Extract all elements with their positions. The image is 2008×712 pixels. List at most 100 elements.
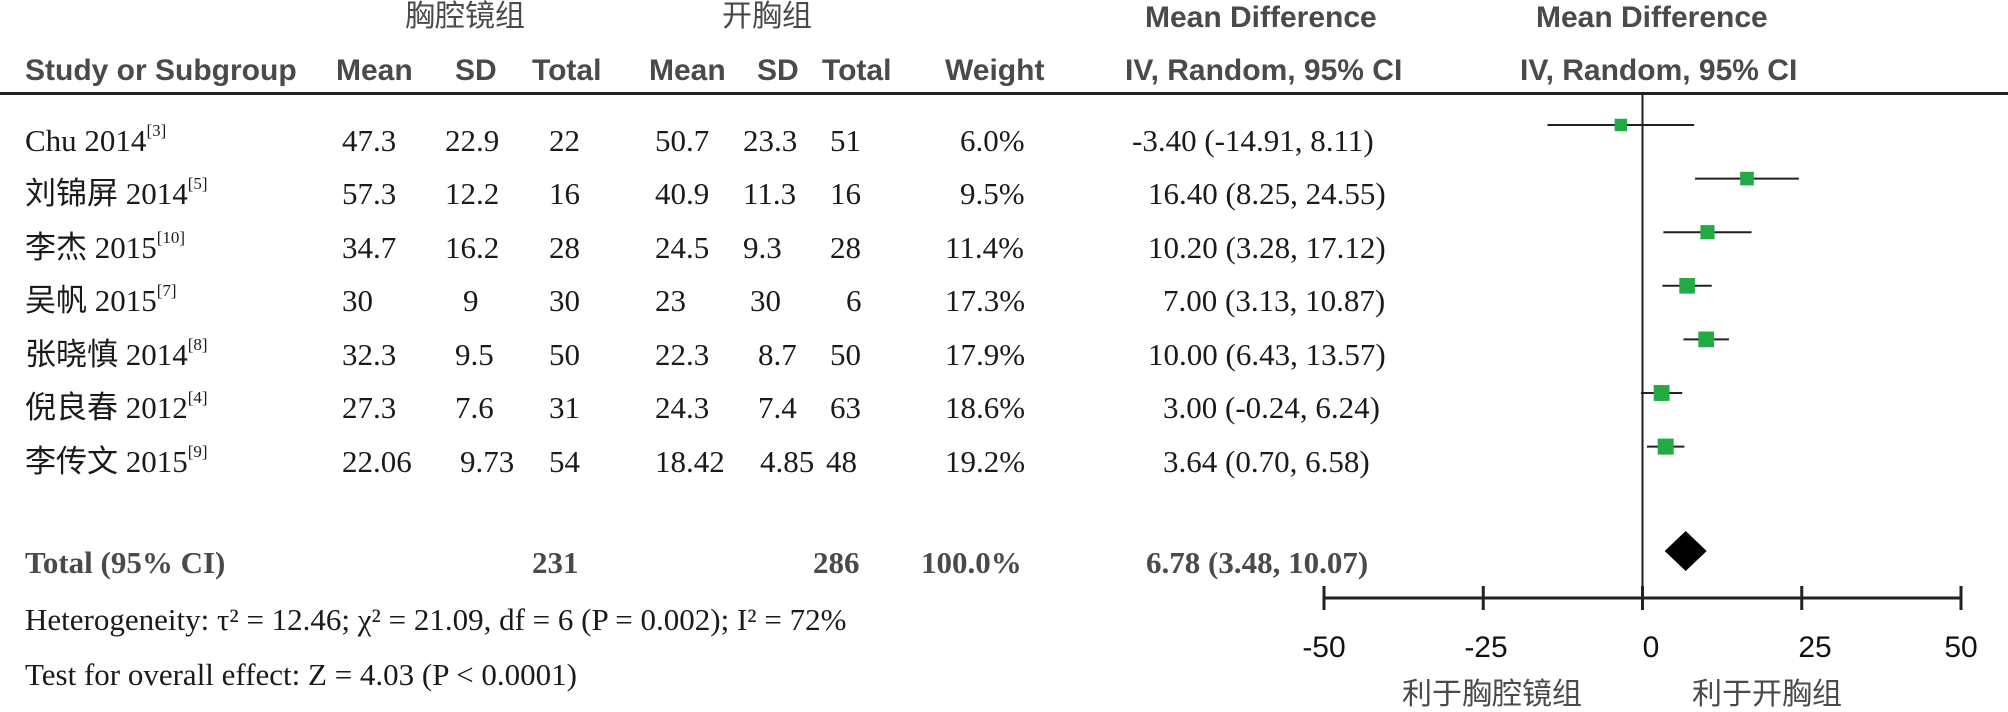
effect-marker xyxy=(1679,278,1695,294)
pooled-diamond xyxy=(1664,531,1707,571)
total2-value: 51 xyxy=(830,123,861,158)
ci-column-header-1: IV, Random, 95% CI xyxy=(1125,54,1403,87)
header-rule xyxy=(0,92,2008,95)
sd1-column-header: SD xyxy=(455,54,497,87)
study-name: 刘锦屏 2014[5] xyxy=(25,174,208,211)
sd2-column-header: SD xyxy=(757,54,799,87)
total1-value: 54 xyxy=(549,444,580,479)
effect-marker xyxy=(1698,331,1715,348)
mean1-value: 22.06 xyxy=(342,444,412,479)
total2-value: 48 xyxy=(826,444,857,479)
md-header-top-2: Mean Difference xyxy=(1536,1,1768,34)
mean1-value: 32.3 xyxy=(342,337,397,372)
x-tick-label: 50 xyxy=(1944,631,1978,664)
mean1-value: 57.3 xyxy=(342,176,397,211)
effect-marker xyxy=(1740,171,1754,186)
ci-value: 16.40 (8.25, 24.55) xyxy=(1148,176,1386,211)
study-name: 吴帆 2015[7] xyxy=(25,281,177,318)
sd2-value: 23.3 xyxy=(743,123,798,158)
study-name: 李杰 2015[10] xyxy=(25,228,186,265)
mean2-value: 24.5 xyxy=(655,230,710,265)
total2-value: 16 xyxy=(830,176,861,211)
sd2-value: 11.3 xyxy=(743,176,797,211)
x-tick-label: 25 xyxy=(1798,631,1832,664)
sd1-value: 9 xyxy=(463,283,479,318)
group2-header: 开胸组 xyxy=(722,0,812,34)
mean2-value: 23 xyxy=(655,283,686,318)
mean2-value: 24.3 xyxy=(655,390,710,425)
mean1-value: 34.7 xyxy=(342,230,397,265)
total1-value: 30 xyxy=(549,283,580,318)
total1-value: 22 xyxy=(549,123,580,158)
weight-value: 9.5% xyxy=(960,176,1025,211)
effect-marker xyxy=(1700,225,1715,240)
sd1-value: 12.2 xyxy=(445,176,500,211)
mean2-value: 40.9 xyxy=(655,176,710,211)
x-tick-label: -50 xyxy=(1302,631,1346,664)
total-row-label: Total (95% CI) xyxy=(25,545,226,580)
ci-value: 3.00 (-0.24, 6.24) xyxy=(1163,390,1380,425)
sd1-value: 7.6 xyxy=(455,390,494,425)
total2-value: 6 xyxy=(846,283,862,318)
total-row-weight: 100.0% xyxy=(921,545,1022,580)
weight-value: 19.2% xyxy=(945,444,1026,479)
total1-value: 50 xyxy=(549,337,580,372)
mean1-value: 27.3 xyxy=(342,390,397,425)
mean2-value: 22.3 xyxy=(655,337,710,372)
x-tick-label: 0 xyxy=(1642,631,1660,664)
total1-value: 31 xyxy=(549,390,580,425)
study-column-header: Study or Subgroup xyxy=(25,54,297,87)
ci-value: 10.00 (6.43, 13.57) xyxy=(1148,337,1386,372)
overall-effect-text: Test for overall effect: Z = 4.03 (P < 0… xyxy=(25,657,577,692)
study-name: 张晓慎 2014[8] xyxy=(25,335,208,372)
mean2-value: 50.7 xyxy=(655,123,710,158)
weight-value: 11.4% xyxy=(945,230,1024,265)
study-name: 李传文 2015[9] xyxy=(25,442,208,479)
total2-value: 50 xyxy=(830,337,861,372)
favors-left-label: 利于胸腔镜组 xyxy=(1402,677,1582,712)
effect-marker xyxy=(1653,385,1670,401)
sd2-value: 4.85 xyxy=(760,444,815,479)
study-name: Chu 2014[3] xyxy=(25,121,167,158)
md-header-top-1: Mean Difference xyxy=(1145,1,1377,34)
total2-value: 28 xyxy=(830,230,861,265)
sd1-value: 22.9 xyxy=(445,123,500,158)
mean1-value: 47.3 xyxy=(342,123,397,158)
total2-value: 63 xyxy=(830,390,861,425)
ci-value: 7.00 (3.13, 10.87) xyxy=(1163,283,1386,318)
total1-value: 28 xyxy=(549,230,580,265)
weight-value: 17.9% xyxy=(945,337,1026,372)
weight-value: 17.3% xyxy=(945,283,1026,318)
group1-header: 胸腔镜组 xyxy=(405,0,525,34)
total-row-ci: 6.78 (3.48, 10.07) xyxy=(1146,545,1369,580)
total-row-total2: 286 xyxy=(813,545,860,580)
effect-marker xyxy=(1614,118,1628,132)
sd1-value: 9.73 xyxy=(460,444,515,479)
x-tick-label: -25 xyxy=(1464,631,1508,664)
ci-value: 10.20 (3.28, 17.12) xyxy=(1148,230,1386,265)
sd2-value: 30 xyxy=(750,283,781,318)
study-name: 倪良春 2012[4] xyxy=(25,388,208,425)
weight-value: 18.6% xyxy=(945,390,1026,425)
total1-value: 16 xyxy=(549,176,580,211)
weight-value: 6.0% xyxy=(960,123,1025,158)
mean1-value: 30 xyxy=(342,283,373,318)
favors-right-label: 利于开胸组 xyxy=(1692,677,1842,712)
sd2-value: 8.7 xyxy=(758,337,797,372)
sd1-value: 16.2 xyxy=(445,230,500,265)
heterogeneity-text: Heterogeneity: τ² = 12.46; χ² = 21.09, d… xyxy=(25,602,847,637)
mean2-column-header: Mean xyxy=(649,54,726,87)
total1-column-header: Total xyxy=(532,54,602,87)
total2-column-header: Total xyxy=(822,54,892,87)
effect-marker xyxy=(1657,438,1674,455)
mean1-column-header: Mean xyxy=(336,54,413,87)
sd1-value: 9.5 xyxy=(455,337,494,372)
ci-column-header-2: IV, Random, 95% CI xyxy=(1520,54,1798,87)
total-row-total1: 231 xyxy=(532,545,579,580)
ci-value: 3.64 (0.70, 6.58) xyxy=(1163,444,1370,479)
sd2-value: 9.3 xyxy=(743,230,782,265)
weight-column-header: Weight xyxy=(945,54,1045,87)
mean2-value: 18.42 xyxy=(655,444,725,479)
ci-value: -3.40 (-14.91, 8.11) xyxy=(1132,123,1374,158)
